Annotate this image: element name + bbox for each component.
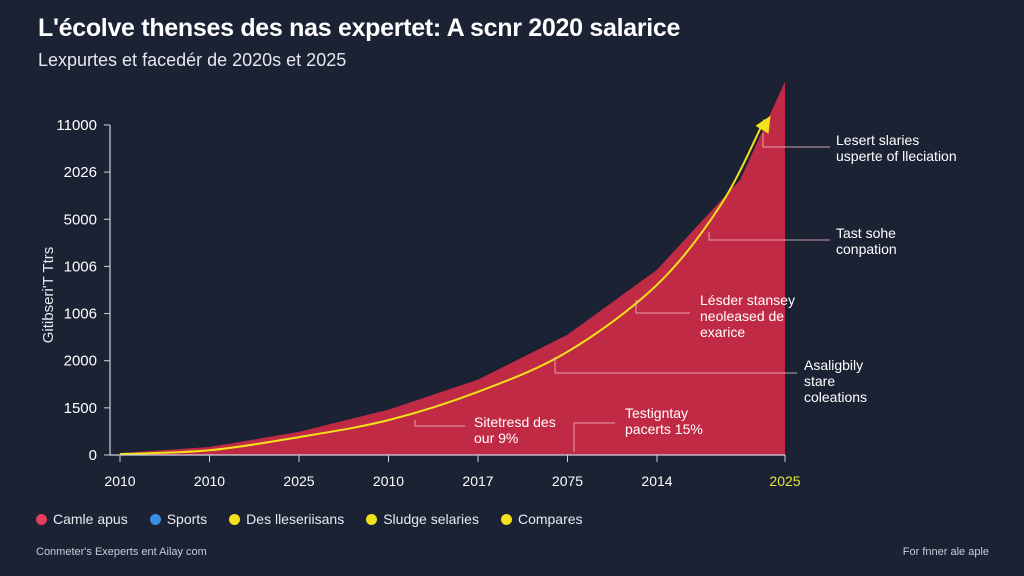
legend-dot-icon [366, 513, 378, 525]
y-tick-label: 11000 [56, 117, 97, 134]
footer-source: Conmeter's Exeperts ent Ailay com [36, 546, 207, 558]
line-series [119, 119, 766, 456]
x-tick-label: 2010 [373, 473, 404, 489]
area-series [120, 81, 785, 455]
annotation-line: Asaligbily [804, 357, 863, 373]
annotation-label: Tast sohe conpation [836, 225, 897, 257]
annotation-line: Tast sohe [836, 225, 896, 241]
annotation-leader [414, 420, 465, 427]
legend-dot-icon [229, 513, 241, 525]
annotation-line: pacerts 15% [625, 421, 703, 437]
annotation-line: Sitetresd des [474, 414, 556, 430]
x-tick-label: 2010 [104, 473, 135, 489]
annotation-line: usperte of lleciation [836, 148, 957, 164]
x-tick-label: 2010 [194, 473, 225, 489]
annotation-label: Testigntay pacerts 15% [625, 405, 703, 437]
x-tick-label: 2017 [462, 473, 493, 489]
x-tick-label: 2025 [769, 473, 800, 489]
legend-item: Compares [500, 511, 583, 527]
legend-dot-icon [36, 513, 47, 525]
annotation-line: Testigntay [625, 405, 688, 421]
chart-subtitle: Lexpurtes et facedér de 2020s et 2025 [38, 50, 347, 70]
y-axis-label: Gitibseri'T Ttrs [40, 247, 57, 344]
annotation-line: conpation [836, 241, 897, 257]
legend-item: Sports [149, 511, 208, 527]
y-tick-label: 1006 [64, 258, 97, 275]
annotation-line: exarice [700, 324, 745, 340]
annotation-label: Asaligbily stare coleations [804, 357, 867, 405]
legend-item: Sludge selaries [366, 511, 479, 527]
annotation-label: Sitetresd des our 9% [474, 414, 556, 446]
legend: Camle apus Sports Des lleseriisans Sludge s… [36, 511, 583, 527]
legend-label: Sludge selaries [383, 511, 479, 527]
x-tick-label: 2075 [552, 473, 583, 489]
x-tick-label: 2025 [283, 473, 314, 489]
annotation-leader [708, 232, 830, 241]
annotation-line: Lesert slaries [836, 132, 919, 148]
annotation-leader [554, 357, 797, 374]
annotation-line: Lésder stansey [700, 292, 795, 308]
y-tick-label: 0 [89, 447, 97, 464]
annotation-line: our 9% [474, 430, 518, 446]
legend-label: Camle apus [53, 511, 128, 527]
legend-label: Sports [166, 511, 208, 527]
legend-item: Camle apus [36, 511, 128, 527]
legend-item: Des lleseriisans [229, 511, 344, 527]
annotation-leader [762, 133, 830, 148]
annotation-label: Lesert slaries usperte of lleciation [836, 132, 957, 164]
annotation-line: neoleased de [700, 308, 784, 324]
y-tick-label: 5000 [64, 211, 97, 228]
annotation-leader [573, 422, 615, 452]
y-tick-label: 2026 [64, 164, 97, 181]
y-tick-label: 2000 [64, 353, 97, 370]
chart-title: L'écolve thenses des nas expertet: A scn… [38, 14, 681, 42]
annotation-leader [635, 300, 690, 314]
annotation-line: coleations [804, 389, 867, 405]
annotation-label: Lésder stansey neoleased de exarice [700, 292, 795, 340]
footer-credit: For fnner ale aple [902, 546, 989, 558]
y-tick-label: 1500 [64, 400, 97, 417]
legend-dot-icon [149, 513, 161, 525]
arrowhead-icon [755, 115, 771, 134]
y-tick-label: 1006 [64, 306, 97, 323]
annotation-line: stare [804, 373, 835, 389]
x-tick-label: 2014 [641, 473, 672, 489]
legend-dot-icon [500, 513, 512, 525]
legend-label: Compares [517, 511, 583, 527]
legend-label: Des lleseriisans [246, 511, 345, 527]
